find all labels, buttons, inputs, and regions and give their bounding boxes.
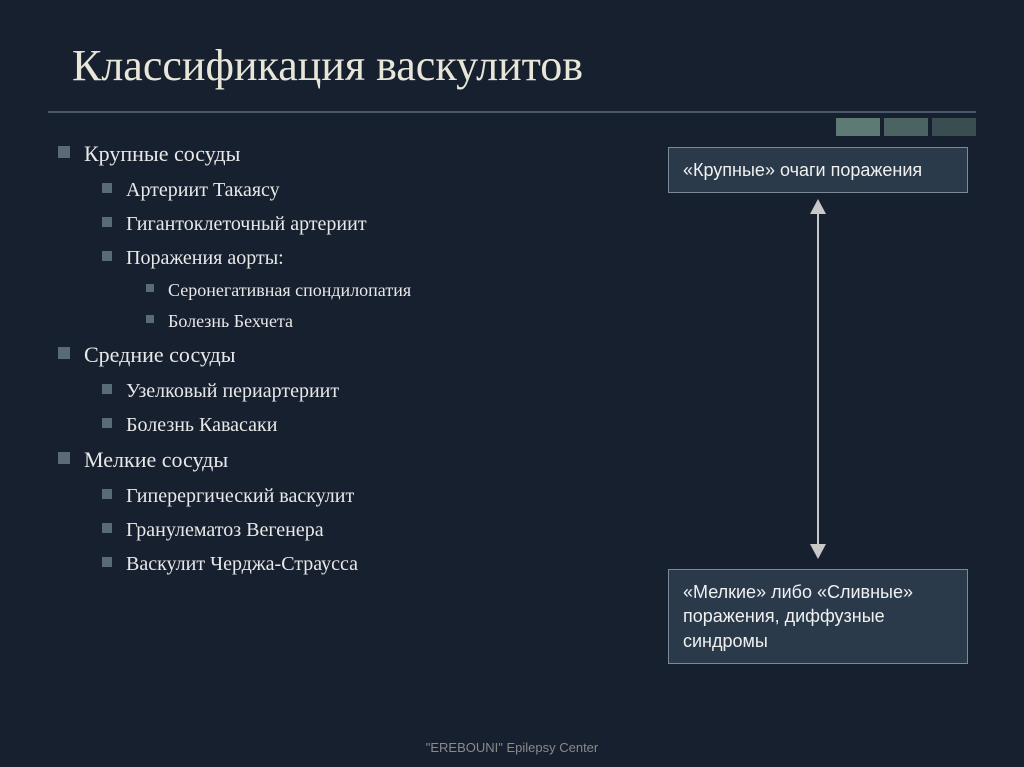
slide-title: Классификация васкулитов	[48, 28, 976, 113]
double-arrow	[808, 199, 828, 559]
arrow-line	[817, 211, 819, 547]
content-area: Крупные сосуды Артериит Такаясу Гигантокле…	[48, 139, 976, 584]
bullet-square-icon	[102, 251, 112, 261]
bullet-square-icon	[146, 284, 154, 292]
bullet-column: Крупные сосуды Артериит Такаясу Гигантокле…	[48, 139, 608, 584]
bullet-square-icon	[102, 557, 112, 567]
bullet-text: Крупные сосуды	[84, 139, 240, 170]
callout-box-bottom: «Мелкие» либо «Сливные» поражения, диффу…	[668, 569, 968, 664]
bullet-text: Васкулит Черджа-Страусса	[126, 550, 358, 578]
arrow-down-icon	[810, 544, 826, 559]
bullet-text: Артериит Такаясу	[126, 176, 280, 204]
bullet-item: Васкулит Черджа-Страусса	[102, 550, 608, 578]
bullet-text: Средние сосуды	[84, 340, 236, 371]
bullet-item: Крупные сосуды	[58, 139, 608, 170]
decor-square	[884, 118, 928, 136]
bullet-text: Гранулематоз Вегенера	[126, 516, 324, 544]
bullet-square-icon	[58, 347, 70, 359]
bullet-item: Серонегативная спондилопатия	[146, 278, 608, 303]
slide-container: Классификация васкулитов Крупные сосуды А…	[0, 0, 1024, 767]
bullet-square-icon	[58, 146, 70, 158]
bullet-item: Узелковый периартериит	[102, 377, 608, 405]
bullet-text: Гиперергический васкулит	[126, 482, 354, 510]
decor-square	[836, 118, 880, 136]
bullet-text: Мелкие сосуды	[84, 445, 228, 476]
bullet-text: Гигантоклеточный артериит	[126, 210, 367, 238]
bullet-square-icon	[102, 183, 112, 193]
bullet-text: Болезнь Кавасаки	[126, 411, 277, 439]
bullet-text: Узелковый периартериит	[126, 377, 339, 405]
bullet-item: Гранулематоз Вегенера	[102, 516, 608, 544]
bullet-square-icon	[102, 217, 112, 227]
bullet-item: Болезнь Кавасаки	[102, 411, 608, 439]
bullet-text: Серонегативная спондилопатия	[168, 278, 411, 303]
bullet-square-icon	[58, 452, 70, 464]
bullet-item: Артериит Такаясу	[102, 176, 608, 204]
bullet-item: Средние сосуды	[58, 340, 608, 371]
bullet-text: Болезнь Бехчета	[168, 309, 293, 334]
bullet-square-icon	[146, 315, 154, 323]
bullet-item: Болезнь Бехчета	[146, 309, 608, 334]
bullet-item: Мелкие сосуды	[58, 445, 608, 476]
bullet-item: Гигантоклеточный артериит	[102, 210, 608, 238]
bullet-text: Поражения аорты:	[126, 244, 284, 272]
footer-text: "EREBOUNI" Epilepsy Center	[0, 740, 1024, 755]
bullet-list: Крупные сосуды Артериит Такаясу Гигантокле…	[58, 139, 608, 578]
side-boxes-column: «Крупные» очаги поражения «Мелкие» либо …	[608, 139, 976, 584]
bullet-square-icon	[102, 523, 112, 533]
bullet-square-icon	[102, 384, 112, 394]
decor-squares	[836, 118, 976, 136]
bullet-item: Поражения аорты:	[102, 244, 608, 272]
bullet-square-icon	[102, 489, 112, 499]
bullet-square-icon	[102, 418, 112, 428]
decor-square	[932, 118, 976, 136]
bullet-item: Гиперергический васкулит	[102, 482, 608, 510]
callout-box-top: «Крупные» очаги поражения	[668, 147, 968, 193]
